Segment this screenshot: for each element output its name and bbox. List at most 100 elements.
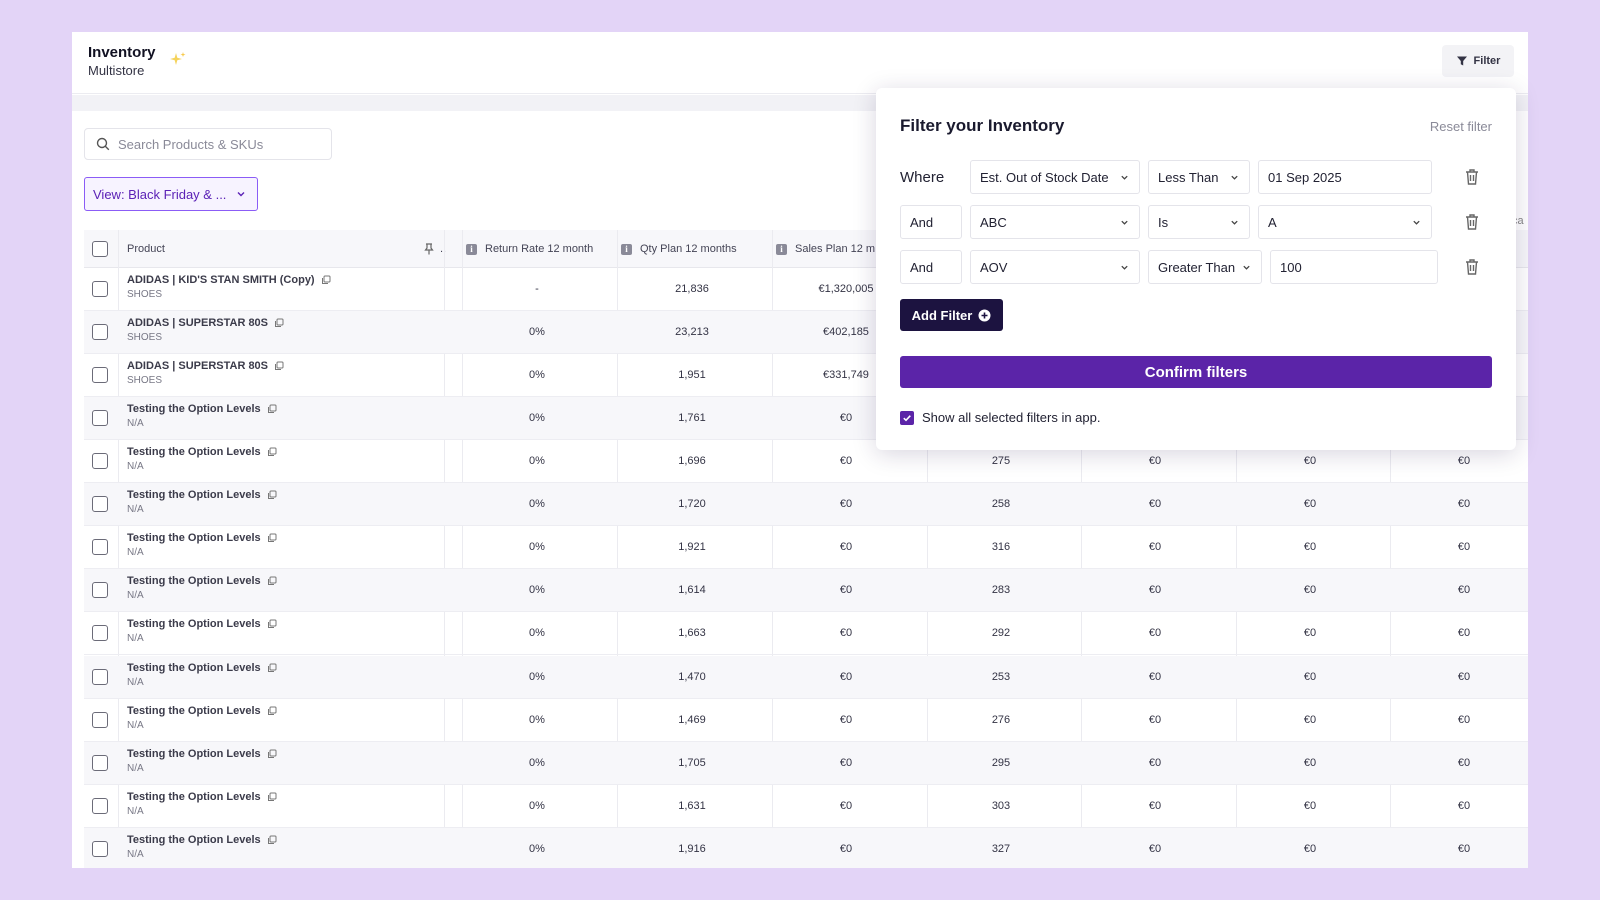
- cell-sales: €0: [839, 843, 853, 855]
- filter-operator-select[interactable]: Is: [1148, 205, 1250, 239]
- filter-button[interactable]: Filter: [1442, 45, 1514, 77]
- trash-icon[interactable]: [1464, 168, 1480, 186]
- row-checkbox[interactable]: [92, 582, 108, 598]
- product-name: Testing the Option Levels: [127, 403, 261, 415]
- table-row[interactable]: Testing the Option Levels N/A 0% 1,921 €0 316…: [84, 526, 1528, 569]
- copy-icon[interactable]: [267, 490, 277, 500]
- pin-icon[interactable]: [424, 230, 434, 268]
- filter-date-input[interactable]: 01 Sep 2025: [1258, 160, 1432, 194]
- sparkle-icon[interactable]: [168, 50, 188, 70]
- row-checkbox-cell: [91, 526, 109, 568]
- column-header-product[interactable]: Product: [127, 243, 165, 255]
- copy-icon[interactable]: [274, 318, 284, 328]
- filter-field-select[interactable]: ABC: [970, 205, 1140, 239]
- copy-icon[interactable]: [267, 663, 277, 673]
- row-checkbox[interactable]: [92, 539, 108, 555]
- filter-conjunction-select[interactable]: And: [900, 250, 962, 284]
- product-cell[interactable]: ADIDAS | SUPERSTAR 80S SHOES: [127, 317, 284, 343]
- column-header-collapsed[interactable]: ..: [440, 230, 446, 268]
- table-row[interactable]: ADIDAS | SUPERSTAR 80S SHOES 0% 1,951 €331,7…: [84, 354, 1528, 397]
- filter-operator-select[interactable]: Greater Than: [1148, 250, 1262, 284]
- copy-icon[interactable]: [274, 361, 284, 371]
- row-checkbox[interactable]: [92, 453, 108, 469]
- table-row[interactable]: Testing the Option Levels N/A 0% 1,470 €0 253…: [84, 656, 1528, 699]
- row-checkbox[interactable]: [92, 669, 108, 685]
- row-checkbox[interactable]: [92, 496, 108, 512]
- column-header-qty-plan[interactable]: i Qty Plan 12 months: [621, 230, 737, 268]
- copy-icon[interactable]: [267, 835, 277, 845]
- row-checkbox[interactable]: [92, 367, 108, 383]
- filter-panel-title: Filter your Inventory: [900, 116, 1065, 135]
- copy-icon[interactable]: [267, 792, 277, 802]
- copy-icon[interactable]: [267, 447, 277, 457]
- filter-value-select[interactable]: A: [1258, 205, 1432, 239]
- row-checkbox[interactable]: [92, 798, 108, 814]
- table-row[interactable]: ADIDAS | KID'S STAN SMITH (Copy) SHOES - 21…: [84, 268, 1528, 311]
- product-name-line: Testing the Option Levels: [127, 489, 277, 501]
- filter-conjunction-select[interactable]: And: [900, 205, 962, 239]
- trash-icon[interactable]: [1464, 258, 1480, 276]
- copy-icon[interactable]: [267, 619, 277, 629]
- product-cell[interactable]: Testing the Option Levels N/A: [127, 662, 277, 688]
- add-filter-button[interactable]: Add Filter: [900, 299, 1003, 331]
- confirm-filters-button[interactable]: Confirm filters: [900, 356, 1492, 388]
- product-cell[interactable]: Testing the Option Levels N/A: [127, 446, 277, 472]
- copy-icon[interactable]: [321, 275, 331, 285]
- product-cell[interactable]: Testing the Option Levels N/A: [127, 489, 277, 515]
- copy-icon[interactable]: [267, 404, 277, 414]
- product-cell[interactable]: Testing the Option Levels N/A: [127, 403, 277, 429]
- product-cell[interactable]: Testing the Option Levels N/A: [127, 618, 277, 644]
- product-cell[interactable]: Testing the Option Levels N/A: [127, 575, 277, 601]
- table-row[interactable]: Testing the Option Levels N/A 0% 1,631 €0 303…: [84, 785, 1528, 828]
- store-name[interactable]: Multistore: [88, 63, 145, 78]
- row-checkbox[interactable]: [92, 410, 108, 426]
- table-row[interactable]: Testing the Option Levels N/A 0% 1,663 €0 292…: [84, 612, 1528, 655]
- show-all-checkbox[interactable]: [900, 410, 914, 425]
- column-divider: [1236, 230, 1237, 868]
- info-icon[interactable]: i: [621, 243, 632, 255]
- copy-icon[interactable]: [267, 533, 277, 543]
- table-row[interactable]: Testing the Option Levels N/A 0% 1,696 €0 275…: [84, 440, 1528, 483]
- cell-qty: 1,469: [678, 714, 706, 726]
- product-cell[interactable]: ADIDAS | KID'S STAN SMITH (Copy) SHOES: [127, 274, 331, 300]
- product-cell[interactable]: Testing the Option Levels N/A: [127, 532, 277, 558]
- product-name-line: ADIDAS | SUPERSTAR 80S: [127, 360, 284, 372]
- product-cell[interactable]: Testing the Option Levels N/A: [127, 791, 277, 817]
- cell-c7: €0: [1303, 843, 1317, 855]
- search-input[interactable]: [118, 136, 318, 152]
- product-cell[interactable]: ADIDAS | SUPERSTAR 80S SHOES: [127, 360, 284, 386]
- table-row[interactable]: Testing the Option Levels N/A 0% 1,705 €0 295…: [84, 742, 1528, 785]
- filter-value-input[interactable]: 100: [1270, 250, 1438, 284]
- column-header-sales-plan[interactable]: i Sales Plan 12 m: [776, 230, 875, 268]
- info-icon[interactable]: i: [466, 243, 477, 255]
- row-checkbox[interactable]: [92, 324, 108, 340]
- row-checkbox[interactable]: [92, 841, 108, 857]
- row-checkbox[interactable]: [92, 755, 108, 771]
- search-box[interactable]: [84, 128, 332, 160]
- column-header-return-rate[interactable]: i Return Rate 12 month: [466, 230, 593, 268]
- row-checkbox[interactable]: [92, 625, 108, 641]
- table-row[interactable]: Testing the Option Levels N/A 0% 1,720 €0 258…: [84, 483, 1528, 526]
- row-checkbox[interactable]: [92, 281, 108, 297]
- table-row[interactable]: Testing the Option Levels N/A 0% 1,469 €0 276…: [84, 699, 1528, 742]
- select-all-checkbox[interactable]: [92, 241, 108, 257]
- filter-field-select[interactable]: Est. Out of Stock Date: [970, 160, 1140, 194]
- row-checkbox[interactable]: [92, 712, 108, 728]
- copy-icon[interactable]: [267, 749, 277, 759]
- product-cell[interactable]: Testing the Option Levels N/A: [127, 705, 277, 731]
- reset-filter-link[interactable]: Reset filter: [1429, 119, 1492, 134]
- copy-icon[interactable]: [267, 576, 277, 586]
- filter-operator-select[interactable]: Less Than: [1148, 160, 1250, 194]
- info-icon[interactable]: i: [776, 243, 787, 255]
- cell-sales: €0: [839, 714, 853, 726]
- table-row[interactable]: Testing the Option Levels N/A 0% 1,614 €0 283…: [84, 569, 1528, 612]
- product-cell[interactable]: Testing the Option Levels N/A: [127, 834, 277, 860]
- filter-field-select[interactable]: AOV: [970, 250, 1140, 284]
- show-all-filters-option[interactable]: Show all selected filters in app.: [900, 410, 1100, 425]
- trash-icon[interactable]: [1464, 213, 1480, 231]
- view-selector[interactable]: View: Black Friday & ...: [84, 177, 258, 211]
- select-all-cell: [92, 230, 108, 268]
- product-cell[interactable]: Testing the Option Levels N/A: [127, 748, 277, 774]
- table-row[interactable]: Testing the Option Levels N/A 0% 1,916 €0 327…: [84, 828, 1528, 868]
- copy-icon[interactable]: [267, 706, 277, 716]
